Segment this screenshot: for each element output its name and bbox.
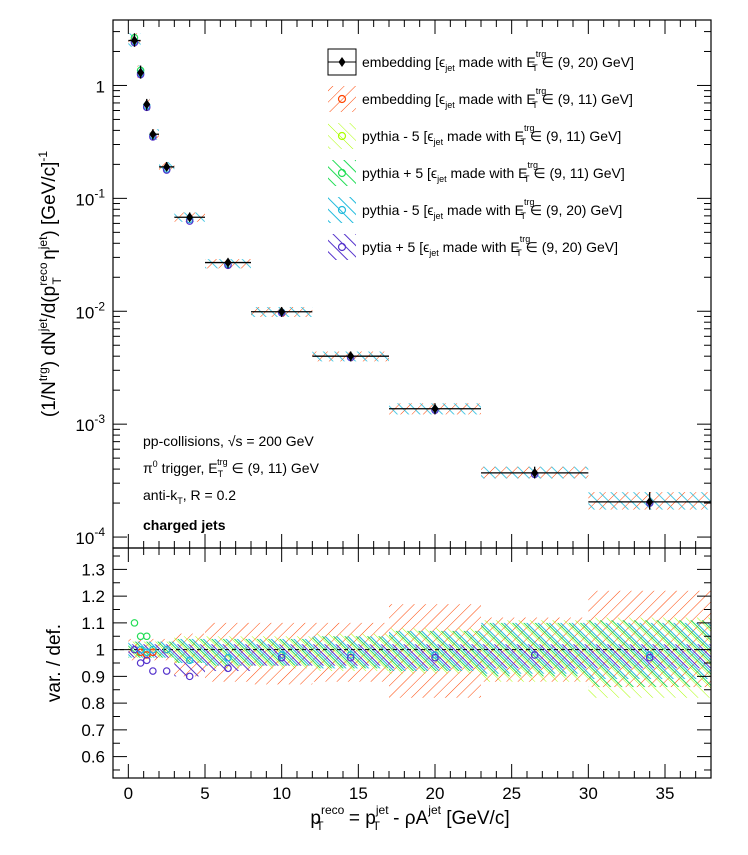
ratio-panel: 0.6 0.7 0.8 0.9 1 1.1 1.2 1.3 0 5 10 15 20 25 30 35 var…: [44, 547, 712, 833]
x-tick-label: 5: [200, 784, 209, 803]
legend-marker: [338, 57, 346, 67]
x-tick-label: 35: [656, 784, 675, 803]
annotation-trigger: π0 trigger, ETtrg ∈ (9, 11) GeV: [143, 457, 320, 479]
ratio-data-point: [346, 653, 355, 662]
ratio-data-point: [142, 651, 151, 659]
ratio-data-point: [136, 632, 145, 641]
top-data-point: [130, 35, 138, 46]
x-axis-label: preco T = pjet T - ρAjet [GeV/c]: [310, 803, 509, 833]
ratio-band-box: [481, 644, 589, 669]
top-y-tick-label: 1: [96, 77, 105, 96]
legend-entry-label: pythia - 5 [ϵjet made with Etrg T ∈ (9, 1…: [362, 123, 621, 147]
x-tick-label: 10: [272, 784, 291, 803]
annotation-block: pp-collisions, √s = 200 GeV π0 trigger, …: [143, 433, 320, 533]
top-data-marks: [128, 33, 711, 510]
ratio-data-point: [224, 664, 232, 673]
legend-swatch: [328, 160, 356, 186]
ratio-data-point: [136, 659, 145, 667]
top-data-point: [431, 403, 439, 414]
top-y-axis-label: (1/Ntrg) dNjet/d(precoT ηjet) [GeV/c]-1: [36, 151, 64, 417]
ratio-data-point: [130, 619, 139, 627]
top-data-point: [224, 257, 232, 268]
top-data-point: [149, 129, 157, 140]
ratio-data-point: [149, 667, 157, 675]
top-y-tick-label: 10-4: [75, 525, 105, 548]
top-y-tick-label: 10-3: [75, 412, 105, 435]
legend-entry-label: pythia - 5 [ϵjet made with Etrg T ∈ (9, 2…: [362, 197, 622, 221]
ratio-data-point: [431, 653, 439, 662]
legend: embedding [ϵjet made with Etrg T ∈ (9, 20…: [327, 48, 634, 260]
legend-marker: [337, 242, 347, 252]
legend-marker: [337, 131, 347, 141]
legend-swatch: [328, 234, 356, 260]
ratio-band-box: [128, 644, 175, 658]
annotation-collisions: pp-collisions, √s = 200 GeV: [143, 433, 314, 449]
ratio-band-box: [174, 644, 205, 677]
legend-entry-label: pythia + 5 [ϵjet made with Etrg T ∈ (9, 1…: [362, 160, 625, 184]
annotation-charged-jets: charged jets: [143, 517, 226, 533]
ratio-y-tick-label: 1: [96, 641, 105, 660]
x-tick-label: 20: [426, 784, 445, 803]
top-data-point: [347, 351, 355, 362]
x-tick-label: 25: [502, 784, 521, 803]
ratio-y-tick-label: 1.2: [81, 587, 105, 606]
ratio-axis-ticks: 0.6 0.7 0.8 0.9 1 1.1 1.2 1.3 0 5 10 15 20 25 30 35: [81, 548, 712, 803]
top-data-point: [163, 161, 171, 172]
x-tick-label: 15: [349, 784, 368, 803]
legend-entry-label: embedding [ϵjet made with Etrg T ∈ (9, 11…: [362, 86, 633, 110]
top-axis-ticks: 10-4 10-3 10-2 10-1 1: [75, 20, 712, 548]
ratio-y-tick-label: 1.3: [81, 560, 105, 579]
ratio-data-point: [645, 653, 654, 662]
top-data-point: [137, 67, 145, 78]
legend-entry-label: embedding [ϵjet made with Etrg T ∈ (9, 20…: [362, 49, 634, 73]
ratio-data-point: [431, 651, 439, 659]
ratio-y-tick-label: 1.1: [81, 614, 105, 633]
top-data-point: [186, 212, 194, 223]
ratio-y-tick-label: 0.8: [81, 694, 105, 713]
spectrum-panel: 10-4 10-3 10-2 10-1 1 (1/Ntrg) dNjet/d(preco…: [36, 19, 712, 549]
annotation-algorithm: anti-kT, R = 0.2: [143, 487, 236, 506]
ratio-data-point: [142, 656, 151, 665]
ratio-data-point: [130, 645, 139, 654]
top-y-tick-label: 10-1: [75, 186, 105, 209]
x-tick-label: 0: [124, 784, 133, 803]
ratio-band-box: [389, 644, 481, 669]
top-data-point: [278, 306, 286, 317]
ratio-data-marks: [130, 619, 654, 681]
top-data-point: [646, 496, 654, 507]
top-data-point: [531, 467, 539, 478]
legend-swatch: [328, 197, 356, 223]
ratio-data-point: [162, 645, 171, 654]
ratio-data-point: [277, 651, 286, 659]
legend-entry-label: pytia + 5 [ϵjet made with Etrg T ∈ (9, 20…: [362, 234, 618, 258]
ratio-y-tick-label: 0.6: [81, 748, 105, 767]
ratio-data-point: [185, 672, 194, 681]
legend-swatch: [328, 86, 356, 112]
ratio-band-box: [205, 644, 251, 672]
top-data-point: [143, 99, 151, 110]
ratio-data-point: [530, 651, 539, 659]
ratio-data-point: [142, 632, 151, 641]
ratio-data-point: [162, 667, 171, 675]
ratio-band-box: [588, 644, 711, 669]
ratio-data-point: [277, 653, 286, 662]
top-y-tick-label: 10-2: [75, 299, 105, 322]
legend-marker: [337, 205, 347, 215]
ratio-plot-frame: [112, 547, 712, 779]
legend-marker: [337, 94, 347, 104]
legend-swatch: [328, 123, 356, 149]
ratio-data-point: [645, 651, 654, 659]
legend-marker: [337, 168, 347, 178]
ratio-data-point: [149, 645, 157, 654]
ratio-data-point: [224, 653, 232, 662]
ratio-y-tick-label: 0.9: [81, 667, 105, 686]
x-tick-label: 30: [579, 784, 598, 803]
ratio-y-axis-label: var. / def.: [44, 624, 65, 702]
ratio-y-tick-label: 0.7: [81, 721, 105, 740]
ratio-data-point: [346, 651, 355, 659]
ratio-uncertainty-bands: [128, 590, 711, 698]
ratio-data-point: [185, 656, 194, 665]
ratio-data-point: [142, 648, 151, 657]
